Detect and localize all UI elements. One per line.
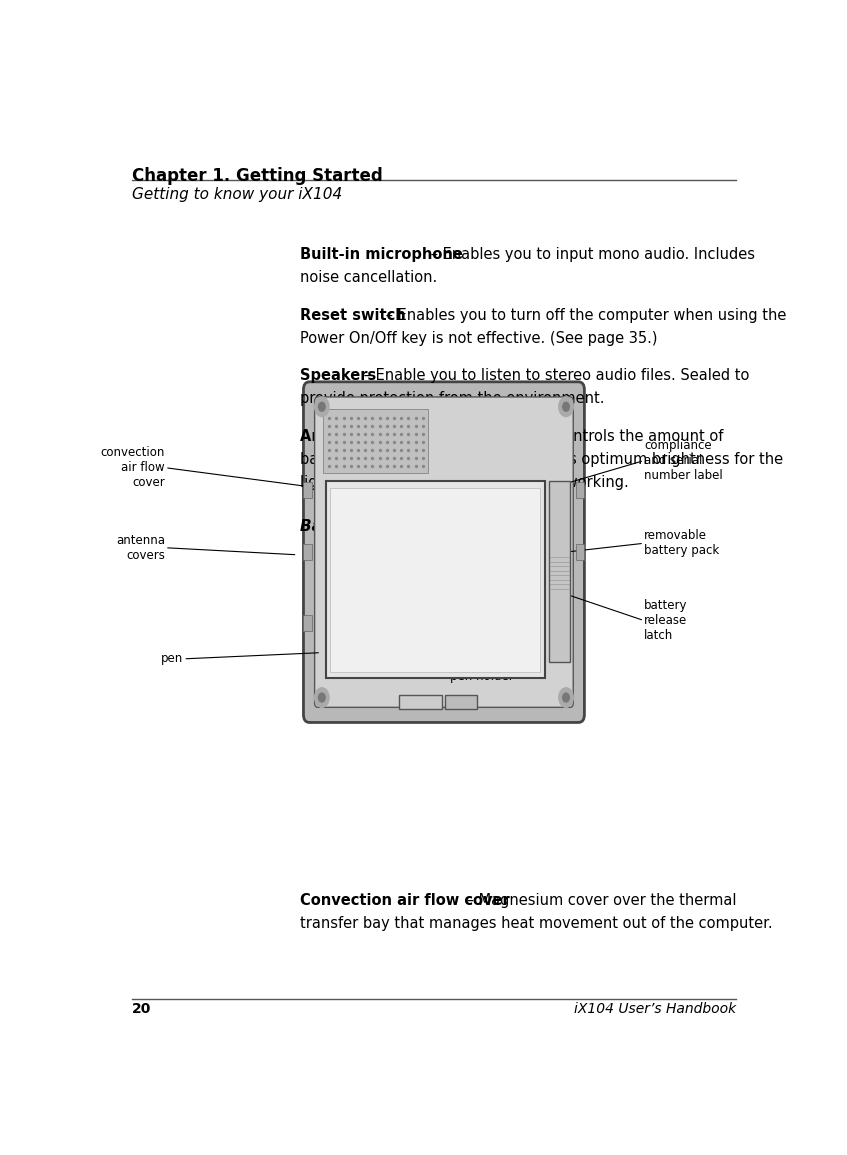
Text: Speakers: Speakers xyxy=(300,368,376,383)
Bar xyxy=(576,482,584,498)
Text: Getting to know your iX104: Getting to know your iX104 xyxy=(132,187,342,202)
Text: transfer bay that manages heat movement out of the computer.: transfer bay that manages heat movement … xyxy=(300,916,772,931)
Text: Chapter 1. Getting Started: Chapter 1. Getting Started xyxy=(132,167,383,185)
Text: removable
battery pack: removable battery pack xyxy=(644,529,719,557)
Bar xyxy=(303,544,312,560)
FancyBboxPatch shape xyxy=(314,397,573,707)
Text: antenna
covers: antenna covers xyxy=(116,534,165,561)
Text: battery
release
latch: battery release latch xyxy=(644,599,688,642)
Text: – Magnesium cover over the thermal: – Magnesium cover over the thermal xyxy=(462,893,737,908)
Text: lighting conditions in which you are working.: lighting conditions in which you are wor… xyxy=(300,475,628,490)
Text: Convection air flow cover: Convection air flow cover xyxy=(300,893,509,908)
Text: Back view: Back view xyxy=(300,520,385,535)
Circle shape xyxy=(562,402,569,411)
Text: iX104 User’s Handbook: iX104 User’s Handbook xyxy=(574,1003,736,1016)
Text: – Enable you to listen to stereo audio files. Sealed to: – Enable you to listen to stereo audio f… xyxy=(358,368,749,383)
Circle shape xyxy=(559,687,573,707)
Bar xyxy=(399,695,442,709)
Text: pen: pen xyxy=(161,653,183,665)
Text: pen holder: pen holder xyxy=(451,670,514,683)
Text: Built-in microphone: Built-in microphone xyxy=(300,247,462,262)
Circle shape xyxy=(314,687,329,707)
Circle shape xyxy=(318,693,325,702)
Bar xyxy=(576,544,584,560)
Text: – Enables you to turn off the computer when using the: – Enables you to turn off the computer w… xyxy=(381,307,787,322)
Text: 20: 20 xyxy=(132,1003,152,1016)
Text: backlight sent to the screen. Provides optimum brightness for the: backlight sent to the screen. Provides o… xyxy=(300,452,783,467)
Text: compliance
and serial
number label: compliance and serial number label xyxy=(644,439,722,482)
Bar xyxy=(303,616,312,632)
Text: – Automatically controls the amount of: – Automatically controls the amount of xyxy=(434,429,723,444)
Circle shape xyxy=(318,402,325,411)
FancyBboxPatch shape xyxy=(303,382,584,723)
Bar xyxy=(446,695,477,709)
Circle shape xyxy=(559,397,573,417)
Bar xyxy=(549,482,570,662)
Bar xyxy=(303,482,312,498)
Text: Reset switch: Reset switch xyxy=(300,307,405,322)
Bar xyxy=(330,487,540,672)
Text: provide protection from the environment.: provide protection from the environment. xyxy=(300,392,604,407)
Bar xyxy=(326,482,545,678)
Circle shape xyxy=(314,397,329,417)
Text: convection
air flow
cover: convection air flow cover xyxy=(101,446,165,490)
Circle shape xyxy=(562,693,569,702)
Text: noise cancellation.: noise cancellation. xyxy=(300,270,437,285)
Text: Power On/Off key is not effective. (See page 35.): Power On/Off key is not effective. (See … xyxy=(300,330,657,345)
Bar xyxy=(324,409,428,472)
Text: – Enables you to input mono audio. Includes: – Enables you to input mono audio. Inclu… xyxy=(426,247,755,262)
Text: Ambient light sensor: Ambient light sensor xyxy=(300,429,473,444)
